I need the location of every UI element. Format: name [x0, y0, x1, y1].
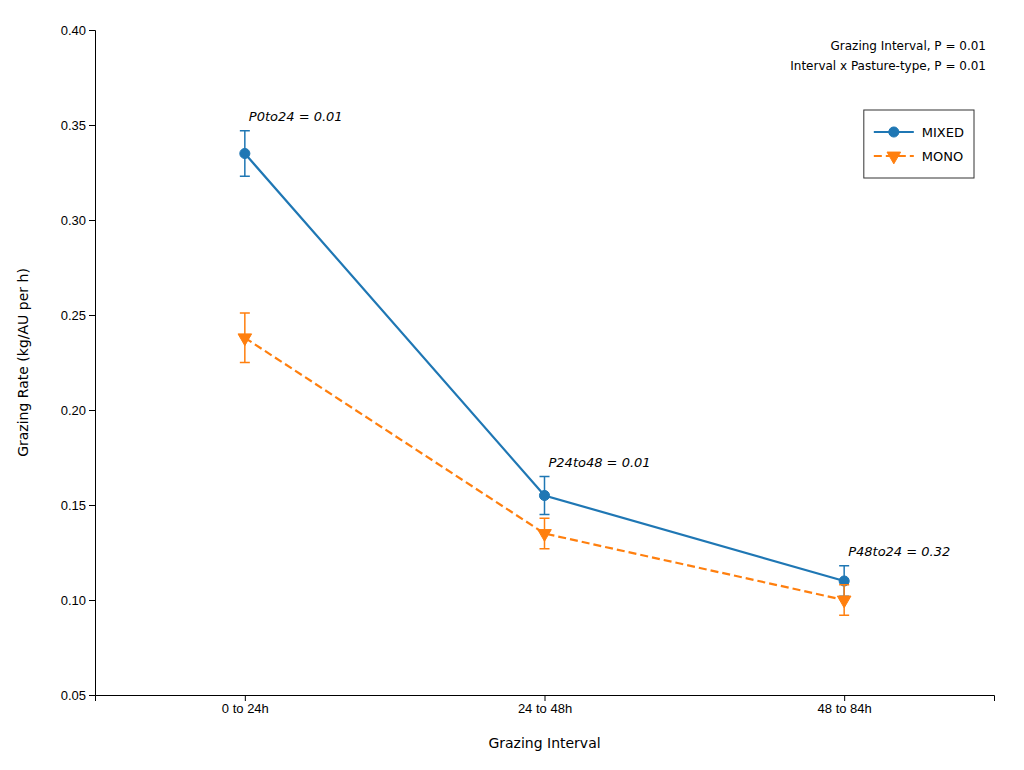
x-tick: 48 to 84h — [818, 695, 872, 716]
error-bar — [240, 131, 250, 177]
stats-text: Grazing Interval, P = 0.01 — [831, 39, 986, 53]
y-tick-label: 0.35 — [61, 118, 86, 133]
annotation: P0to24 = 0.01 — [249, 109, 343, 124]
marker — [238, 334, 252, 346]
marker — [538, 530, 552, 542]
legend-marker — [889, 127, 899, 137]
legend-marker — [887, 152, 901, 164]
stats-text: Interval x Pasture-type, P = 0.01 — [790, 59, 986, 73]
plot: 0 to 24h24 to 48h48 to 84h0.050.100.150.… — [61, 23, 995, 717]
y-tick-label: 0.15 — [61, 498, 86, 513]
y-axis: 0.05 0.10 0.15 0.20 0.25 0.30 0.35 0.40 — [61, 23, 96, 703]
series-line — [245, 338, 844, 600]
y-tick-mark — [89, 30, 95, 31]
legend-label: MONO — [922, 149, 963, 164]
y-tick-mark — [89, 315, 95, 316]
marks — [238, 131, 851, 616]
annotations: P0to24 = 0.01 P24to48 = 0.01 P48to24 = 0.3… — [249, 39, 986, 559]
legend-label: MIXED — [922, 125, 964, 140]
error-bar — [540, 477, 550, 515]
x-tick: 24 to 48h — [518, 695, 572, 716]
y-tick: 0.15 — [61, 498, 95, 513]
y-tick-mark — [89, 505, 95, 506]
x-tick-mark — [545, 695, 546, 701]
y-tick: 0.20 — [61, 403, 95, 418]
x-tick-label: 48 to 84h — [818, 701, 872, 716]
x-axis: 0 to 24h 24 to 48h 48 to 84h — [96, 695, 995, 716]
chart: 0 to 24h24 to 48h48 to 84h0.050.100.150.… — [0, 0, 1024, 770]
y-tick-label: 0.10 — [61, 593, 86, 608]
x-tick-mark — [844, 695, 845, 701]
x-tick-mark — [245, 695, 246, 701]
x-axis-line — [96, 696, 995, 702]
series-line — [245, 154, 844, 582]
y-tick-label: 0.05 — [61, 688, 86, 703]
marker — [539, 490, 549, 500]
series — [238, 313, 851, 615]
x-tick-label: 24 to 48h — [518, 701, 572, 716]
y-tick: 0.40 — [61, 23, 95, 38]
y-tick-mark — [89, 220, 95, 221]
marker — [837, 596, 851, 608]
y-tick: 0.05 — [61, 688, 95, 703]
y-tick-label: 0.30 — [61, 213, 86, 228]
series — [240, 131, 849, 597]
y-tick: 0.35 — [61, 118, 95, 133]
x-tick-label: 0 to 24h — [222, 701, 269, 716]
y-tick: 0.10 — [61, 593, 95, 608]
y-tick-mark — [89, 410, 95, 411]
y-tick: 0.30 — [61, 213, 95, 228]
y-tick: 0.25 — [61, 308, 95, 323]
y-tick-mark — [89, 695, 95, 696]
y-axis-title: Grazing Rate (kg/AU per h) — [15, 268, 31, 457]
y-tick-label: 0.40 — [61, 23, 86, 38]
legend-box — [864, 110, 974, 178]
annotation: P48to24 = 0.32 — [848, 544, 950, 559]
annotation: P24to48 = 0.01 — [549, 455, 651, 470]
legend: MIXED MONO — [864, 110, 974, 178]
y-tick-mark — [89, 600, 95, 601]
y-tick-label: 0.20 — [61, 403, 86, 418]
y-tick-label: 0.25 — [61, 308, 86, 323]
x-tick: 0 to 24h — [222, 695, 269, 716]
x-axis-title: Grazing Interval — [488, 735, 600, 751]
y-axis-line — [89, 31, 96, 696]
marker — [240, 148, 250, 158]
y-tick-mark — [89, 125, 95, 126]
